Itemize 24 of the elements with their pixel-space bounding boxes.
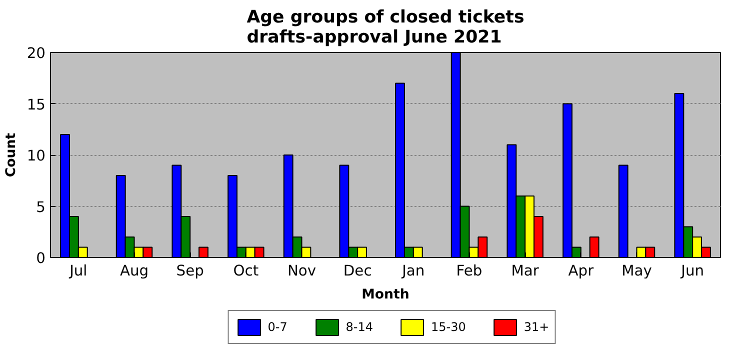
legend-label: 0-7 [268, 320, 288, 334]
x-tick-label: Jul [68, 262, 88, 280]
x-tick-label: Mar [511, 262, 540, 280]
y-tick-label: 5 [36, 198, 46, 216]
x-tick-label: May [622, 262, 652, 280]
legend-label: 8-14 [346, 320, 374, 334]
x-tick-label: Jun [680, 262, 704, 280]
x-tick-label: Nov [287, 262, 316, 280]
x-tick-label: Sep [176, 262, 204, 280]
x-tick-label: Aug [120, 262, 149, 280]
legend-label: 15-30 [431, 320, 466, 334]
y-tick-label: 10 [26, 148, 46, 164]
chart-title: Age groups of closed tickets drafts-approval June 2021 [246, 8, 524, 48]
y-tick-label: 20 [26, 45, 46, 62]
x-axis-title: Month [362, 288, 410, 302]
y-tick-label: 15 [26, 96, 46, 114]
legend-label: 31+ [524, 320, 550, 334]
x-tick-label: Feb [456, 262, 482, 280]
x-tick-label: Dec [343, 262, 372, 280]
y-axis-title: Count [4, 132, 19, 178]
x-tick-label: Jan [401, 262, 425, 280]
y-tick-label: 0 [36, 250, 46, 267]
x-tick-label: Apr [568, 262, 595, 280]
x-tick-label: Oct [233, 262, 259, 280]
